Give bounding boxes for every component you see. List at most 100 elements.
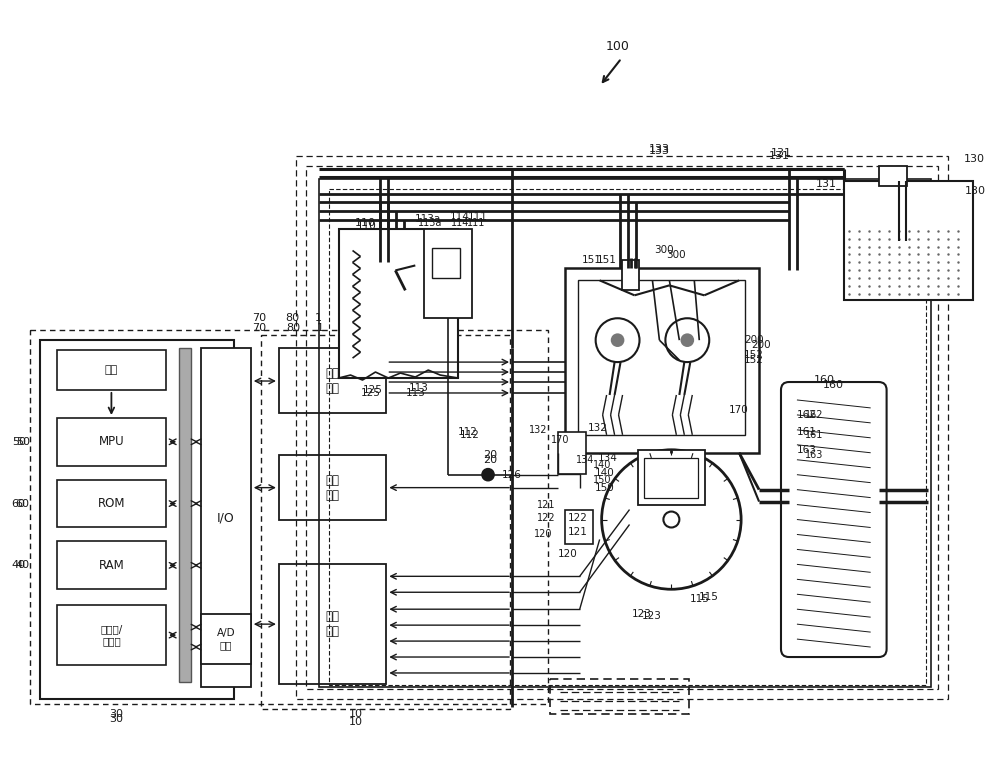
Text: 131: 131 xyxy=(768,151,789,161)
Text: 152: 152 xyxy=(744,355,764,365)
Text: 140: 140 xyxy=(595,468,614,478)
Text: 40: 40 xyxy=(12,560,26,570)
Bar xyxy=(879,165,907,186)
Bar xyxy=(319,179,931,687)
Text: 161: 161 xyxy=(797,427,817,437)
Bar xyxy=(279,348,386,413)
Bar xyxy=(279,455,386,519)
Bar xyxy=(57,480,166,527)
Text: 80: 80 xyxy=(287,323,301,333)
Text: 130: 130 xyxy=(965,186,986,196)
Bar xyxy=(30,330,548,704)
Bar xyxy=(638,450,705,505)
Bar xyxy=(578,281,745,435)
Text: 140: 140 xyxy=(593,460,612,470)
Text: 60: 60 xyxy=(16,499,30,509)
Text: 112: 112 xyxy=(460,430,480,440)
Text: 151: 151 xyxy=(582,255,602,265)
Text: 40: 40 xyxy=(16,560,30,570)
Text: 134: 134 xyxy=(576,455,594,465)
Text: 163: 163 xyxy=(797,444,817,455)
Text: 123: 123 xyxy=(642,611,661,621)
Bar xyxy=(57,605,166,665)
Text: 计时器/
计数器: 计时器/ 计数器 xyxy=(100,625,123,646)
Text: 151: 151 xyxy=(597,255,617,265)
Text: 时钟: 时钟 xyxy=(105,365,118,375)
Text: 113: 113 xyxy=(408,383,428,393)
Text: 120: 120 xyxy=(558,550,578,560)
Text: 134: 134 xyxy=(598,453,618,463)
Text: 150: 150 xyxy=(595,482,614,492)
Text: 110: 110 xyxy=(357,220,376,230)
Text: 110: 110 xyxy=(355,217,376,227)
Text: 121: 121 xyxy=(568,527,588,537)
Text: 162: 162 xyxy=(797,410,817,420)
Text: 10: 10 xyxy=(349,717,363,727)
Text: 123: 123 xyxy=(632,609,651,619)
Text: 161: 161 xyxy=(805,430,823,440)
Text: 数字
输入: 数字 输入 xyxy=(326,474,340,502)
Text: 200: 200 xyxy=(744,335,764,346)
Text: 122: 122 xyxy=(537,512,556,523)
Text: 162: 162 xyxy=(805,410,823,420)
Text: A/D
转换: A/D 转换 xyxy=(217,628,235,650)
Text: 160: 160 xyxy=(813,375,834,385)
Text: 115: 115 xyxy=(689,594,709,604)
Text: 126: 126 xyxy=(502,470,522,480)
Text: 113a: 113a xyxy=(415,213,441,223)
FancyBboxPatch shape xyxy=(781,382,887,657)
Circle shape xyxy=(482,468,494,481)
Text: RAM: RAM xyxy=(99,559,124,572)
Bar xyxy=(261,335,510,709)
Text: 113a: 113a xyxy=(418,217,442,227)
Text: 132: 132 xyxy=(529,425,548,435)
Text: 80: 80 xyxy=(286,313,300,323)
Text: 60: 60 xyxy=(12,499,26,509)
Text: 170: 170 xyxy=(729,405,749,415)
Text: 200: 200 xyxy=(751,340,771,350)
Bar xyxy=(57,418,166,465)
Text: 111: 111 xyxy=(467,217,485,227)
Text: 30: 30 xyxy=(109,709,123,719)
Text: 120: 120 xyxy=(534,530,552,540)
Text: 输出
电路: 输出 电路 xyxy=(326,367,340,395)
Text: 112: 112 xyxy=(458,427,478,437)
Bar xyxy=(329,189,926,685)
Bar xyxy=(57,350,166,390)
Text: 50: 50 xyxy=(16,437,30,447)
Text: MPU: MPU xyxy=(99,435,124,448)
Text: 130: 130 xyxy=(964,154,985,164)
Text: 114: 114 xyxy=(450,212,470,222)
Text: 114: 114 xyxy=(451,217,469,227)
Text: 150: 150 xyxy=(593,475,612,485)
Text: 10: 10 xyxy=(349,709,363,719)
Bar xyxy=(432,248,460,278)
Text: 122: 122 xyxy=(568,512,588,523)
Bar xyxy=(550,679,689,713)
Text: 125: 125 xyxy=(363,385,382,395)
Bar xyxy=(558,432,586,474)
Text: I/O: I/O xyxy=(217,511,235,524)
Bar xyxy=(40,340,234,699)
Bar xyxy=(179,348,191,682)
Text: 20: 20 xyxy=(483,455,497,465)
Text: 100: 100 xyxy=(606,39,630,53)
Text: 131: 131 xyxy=(770,148,791,158)
Bar xyxy=(844,181,973,301)
Text: 170: 170 xyxy=(551,434,570,444)
Text: 133: 133 xyxy=(649,146,670,156)
Circle shape xyxy=(612,334,624,346)
Text: 300: 300 xyxy=(655,246,674,256)
Text: 132: 132 xyxy=(588,423,608,433)
Text: 152: 152 xyxy=(744,350,764,360)
Text: 131: 131 xyxy=(816,179,837,189)
Bar xyxy=(565,268,759,453)
Bar xyxy=(424,229,472,318)
Text: 133: 133 xyxy=(649,144,670,154)
Text: 70: 70 xyxy=(252,313,266,323)
Bar xyxy=(279,564,386,684)
Text: 125: 125 xyxy=(361,388,380,398)
Text: 1: 1 xyxy=(315,313,322,323)
Text: 70: 70 xyxy=(252,323,266,333)
Text: ROM: ROM xyxy=(98,497,125,510)
